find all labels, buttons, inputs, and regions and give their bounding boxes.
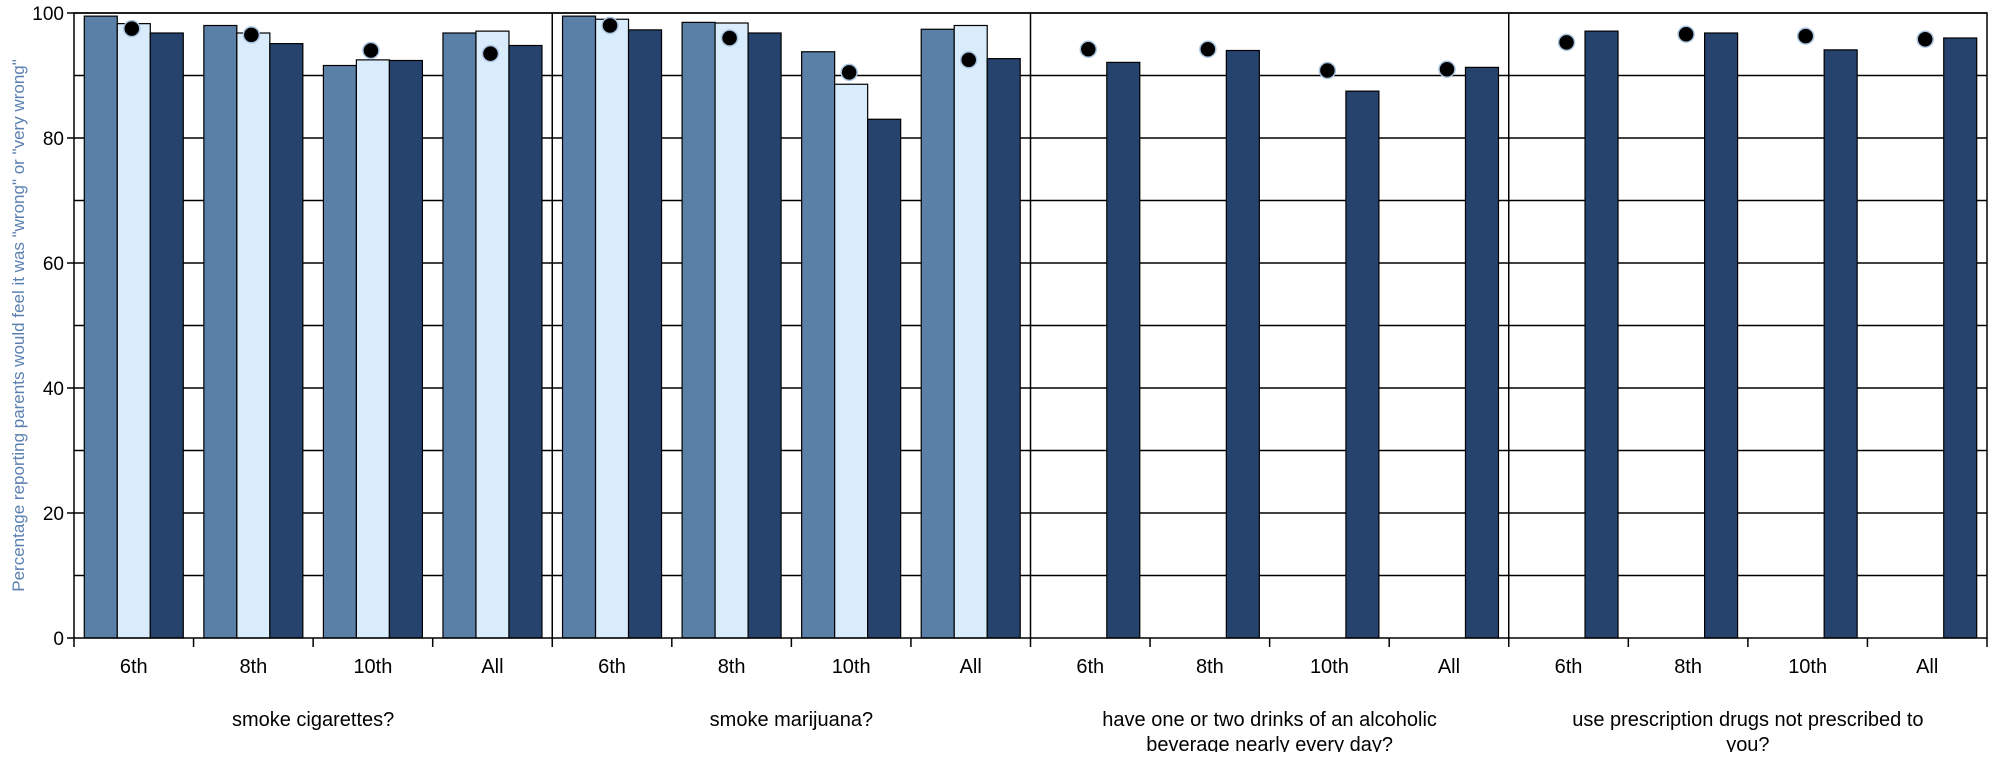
- x-category-label: All: [1916, 656, 1938, 678]
- bar: [508, 44, 543, 639]
- group-label: smoke cigarettes?: [232, 709, 394, 731]
- bar: [442, 32, 477, 639]
- y-tick-label: 20: [43, 504, 64, 525]
- data-marker: [1796, 27, 1815, 45]
- bar: [801, 51, 836, 639]
- x-category-label: All: [481, 656, 503, 678]
- y-tick-label: 0: [53, 629, 64, 650]
- data-marker: [1916, 30, 1934, 48]
- bar: [83, 15, 118, 639]
- bar: [475, 30, 510, 639]
- bar: [203, 24, 238, 639]
- group-label: have one or two drinks of an alcoholic: [1102, 709, 1437, 731]
- x-category-label: 8th: [1196, 656, 1224, 678]
- x-category-label: All: [960, 656, 982, 678]
- y-tick-label: 40: [43, 379, 64, 400]
- x-category-label: 10th: [1788, 656, 1827, 678]
- x-category-label: 6th: [120, 656, 148, 678]
- bar: [322, 64, 358, 639]
- y-tick-label: 80: [43, 129, 64, 150]
- group-label: you?: [1726, 734, 1769, 752]
- data-marker: [1557, 33, 1576, 52]
- data-marker: [840, 63, 858, 82]
- bar: [116, 23, 151, 639]
- data-marker: [1677, 25, 1695, 43]
- bar: [269, 43, 304, 639]
- data-marker: [1438, 60, 1456, 78]
- bar: [355, 59, 391, 639]
- bar: [1943, 37, 1978, 639]
- bar: [1225, 49, 1260, 639]
- bar: [388, 59, 424, 639]
- bars: [83, 15, 1978, 639]
- group-label: use prescription drugs not prescribed to: [1572, 709, 1923, 731]
- x-category-label: 10th: [1310, 656, 1349, 678]
- bar: [1106, 61, 1141, 639]
- data-marker: [720, 29, 739, 47]
- bar: [1584, 30, 1619, 639]
- bar: [627, 29, 663, 639]
- x-category-label: All: [1438, 656, 1460, 678]
- y-tick-label: 100: [32, 4, 64, 25]
- data-marker: [1199, 40, 1217, 58]
- axes: [67, 12, 1988, 647]
- bar: [594, 18, 630, 639]
- data-marker: [1079, 40, 1098, 58]
- data-marker: [1318, 61, 1337, 80]
- bar: [714, 22, 749, 639]
- y-axis-label: Percentage reporting parents would feel …: [9, 59, 28, 592]
- bar: [953, 24, 988, 639]
- x-category-label: 6th: [1076, 656, 1104, 678]
- bar: [149, 32, 184, 639]
- bar: [681, 21, 716, 639]
- bar: [920, 28, 955, 639]
- bar: [867, 118, 902, 639]
- y-tick-label: 60: [43, 254, 64, 275]
- x-category-label: 8th: [718, 656, 746, 678]
- bar: [561, 15, 597, 639]
- bar: [1703, 32, 1739, 639]
- x-category-label: 8th: [1674, 656, 1702, 678]
- x-category-label: 8th: [239, 656, 267, 678]
- bar: [1345, 90, 1380, 639]
- bar: [236, 32, 271, 639]
- data-marker: [242, 26, 261, 44]
- data-marker: [123, 19, 141, 38]
- bar: [1823, 49, 1858, 639]
- data-marker: [362, 41, 380, 60]
- markers: [123, 16, 1934, 82]
- data-marker: [481, 44, 500, 63]
- x-category-label: 10th: [353, 656, 392, 678]
- bar: [1464, 66, 1500, 639]
- bar: [986, 58, 1021, 639]
- labels: 0 20 40 60 80 100 6th 8th 10th All smoke cigarette…: [9, 4, 1938, 756]
- x-category-label: 10th: [832, 656, 871, 678]
- data-marker: [959, 51, 978, 69]
- group-label: smoke marijuana?: [710, 709, 873, 731]
- x-category-label: 6th: [598, 656, 626, 678]
- bar: [834, 83, 869, 639]
- x-category-label: 6th: [1555, 656, 1583, 678]
- group-label: beverage nearly every day?: [1146, 734, 1393, 752]
- data-marker: [601, 16, 619, 35]
- bar: [747, 32, 782, 639]
